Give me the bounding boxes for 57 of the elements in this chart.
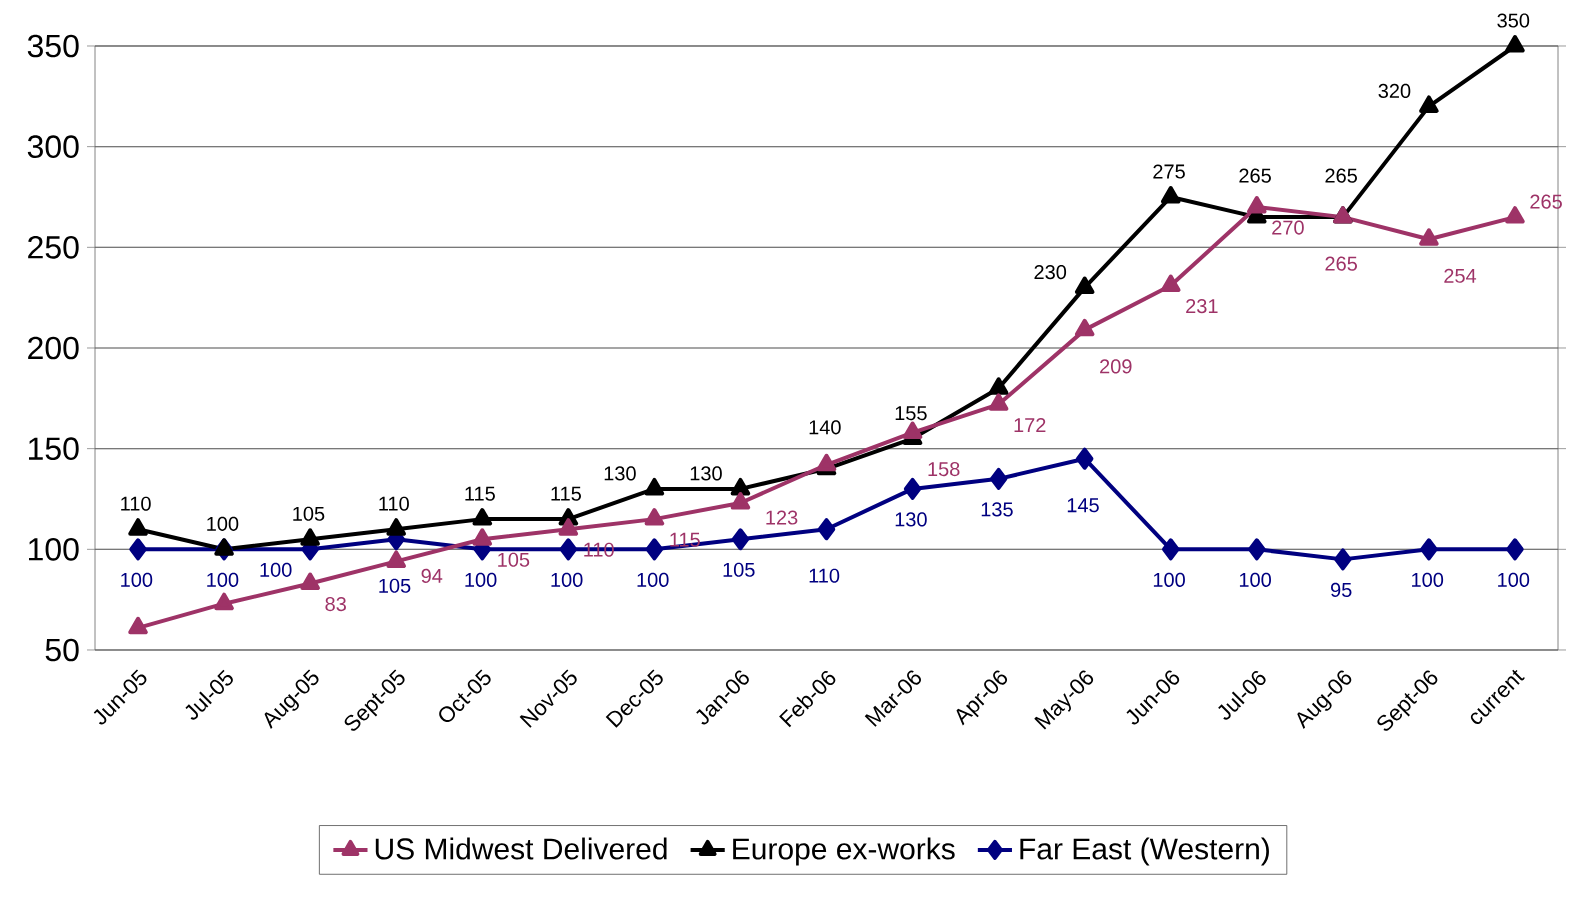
data-label: 130: [604, 466, 636, 481]
data-label: 115: [670, 532, 700, 547]
data-label: 130: [690, 466, 722, 481]
data-label: 265: [1325, 168, 1357, 183]
data-label: 115: [465, 486, 495, 501]
data-label: 100: [465, 572, 497, 587]
data-label: 94: [421, 568, 443, 583]
data-label: 110: [809, 568, 840, 583]
data-label: 135: [981, 502, 1013, 517]
legend-label: US Midwest Delivered: [375, 837, 667, 860]
data-label: 230: [1034, 265, 1067, 280]
y-tick-label: 350: [27, 34, 79, 58]
y-tick-label: 100: [29, 538, 79, 561]
data-label: 130: [895, 512, 927, 527]
data-label: 172: [1014, 418, 1046, 432]
data-label: 83: [325, 596, 346, 612]
data-label: 100: [637, 572, 669, 587]
data-label: 265: [1239, 168, 1271, 183]
data-label: 209: [1100, 359, 1132, 374]
data-label: 265: [1530, 194, 1562, 209]
y-tick-label: 300: [27, 135, 79, 158]
data-label: 140: [809, 420, 841, 435]
data-label: 110: [584, 542, 614, 557]
data-label: 105: [498, 552, 530, 567]
data-label: 265: [1325, 256, 1357, 271]
data-label: 155: [895, 406, 927, 421]
data-label: 100: [260, 562, 292, 577]
data-label: 320: [1378, 83, 1411, 98]
y-tick-label: 150: [29, 437, 79, 460]
data-label: 100: [121, 572, 153, 587]
data-label: 350: [1497, 13, 1530, 28]
data-label: 95: [1331, 582, 1352, 597]
data-label: 100: [1498, 572, 1530, 587]
data-label: 100: [207, 516, 239, 531]
data-label: 231: [1186, 299, 1218, 314]
y-tick-label: 50: [45, 638, 79, 662]
data-label: 110: [121, 496, 151, 511]
data-label: 100: [1239, 572, 1271, 587]
y-tick-label: 250: [28, 236, 79, 259]
data-label: 145: [1067, 498, 1099, 513]
data-label: 254: [1444, 268, 1477, 283]
legend-label: Europe ex-works: [733, 837, 955, 866]
legend-label: Far East (Western): [1020, 837, 1269, 866]
data-label: 158: [928, 461, 960, 477]
y-tick-label: 200: [28, 336, 79, 360]
data-label: 100: [551, 572, 583, 587]
data-label: 100: [1153, 572, 1185, 587]
data-label: 110: [379, 496, 409, 511]
data-label: 105: [379, 578, 411, 593]
data-label: 123: [766, 510, 798, 525]
data-label: 105: [293, 506, 325, 521]
data-label: 100: [207, 572, 239, 587]
data-label: 275: [1153, 164, 1185, 179]
data-label: 100: [1412, 572, 1444, 587]
data-label: 105: [723, 562, 755, 577]
data-label: 115: [551, 486, 581, 501]
data-label: 270: [1272, 220, 1304, 235]
